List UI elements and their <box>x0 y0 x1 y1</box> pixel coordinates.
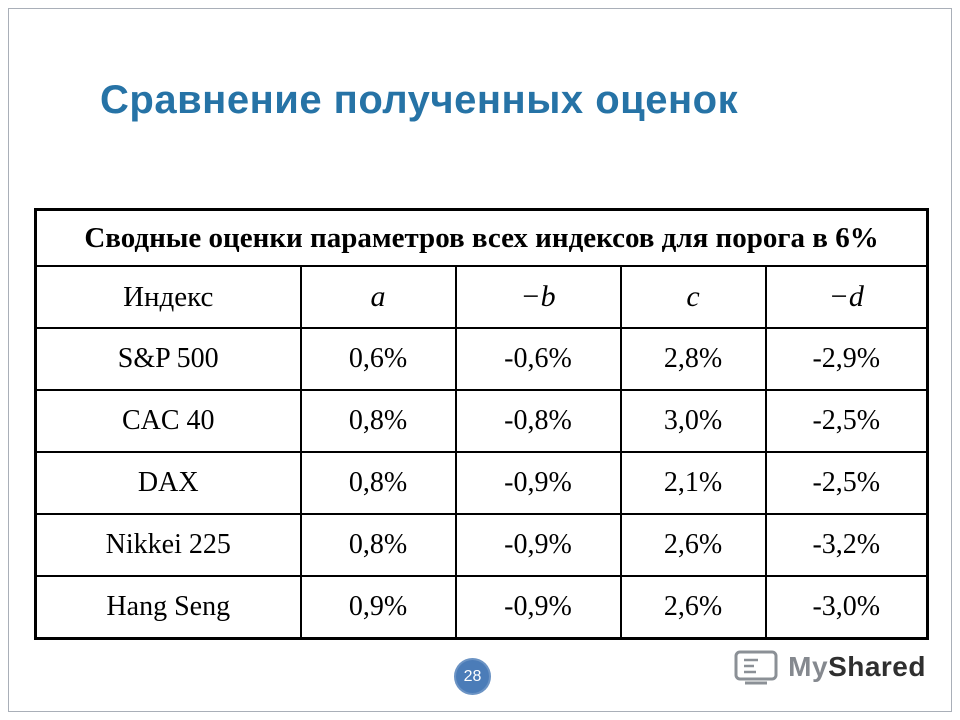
watermark-prefix: My <box>788 651 829 682</box>
watermark-text: MyShared <box>788 651 926 683</box>
index-cell: CAC 40 <box>34 389 302 453</box>
value-cell: -0,9% <box>454 513 622 577</box>
myshared-watermark: MyShared <box>733 648 926 686</box>
value-cell: 0,8% <box>299 451 457 515</box>
page-number-badge: 28 <box>454 658 491 695</box>
watermark-suffix: Shared <box>828 651 926 682</box>
value-cell: -0,8% <box>454 389 622 453</box>
value-cell: 2,6% <box>619 575 767 640</box>
value-cell: 2,6% <box>619 513 767 577</box>
value-cell: -0,9% <box>454 451 622 515</box>
summary-table-container: Сводные оценки параметров всех индексов … <box>34 208 930 640</box>
value-cell: 3,0% <box>619 389 767 453</box>
page-number: 28 <box>463 667 482 685</box>
value-cell: 0,8% <box>299 513 457 577</box>
table-caption-row: Сводные оценки параметров всех индексов … <box>34 208 929 267</box>
index-cell: S&P 500 <box>34 327 302 391</box>
table-row: CAC 40 0,8% -0,8% 3,0% -2,5% <box>34 389 929 453</box>
value-cell: 0,9% <box>299 575 457 640</box>
value-cell: -0,9% <box>454 575 622 640</box>
column-header-index: Индекс <box>34 265 302 329</box>
table-caption: Сводные оценки параметров всех индексов … <box>34 208 929 267</box>
value-cell: -2,9% <box>764 327 929 391</box>
value-cell: -2,5% <box>764 451 929 515</box>
value-cell: 2,8% <box>619 327 767 391</box>
table-header-row: Индекс a −b c −d <box>34 265 929 329</box>
table-row: Nikkei 225 0,8% -0,9% 2,6% -3,2% <box>34 513 929 577</box>
summary-table: Сводные оценки параметров всех индексов … <box>34 208 930 640</box>
table-row: Hang Seng 0,9% -0,9% 2,6% -3,0% <box>34 575 929 640</box>
index-cell: Nikkei 225 <box>34 513 302 577</box>
column-header-a: a <box>299 265 457 329</box>
index-cell: DAX <box>34 451 302 515</box>
tv-screen-icon <box>733 648 779 686</box>
value-cell: -2,5% <box>764 389 929 453</box>
value-cell: 2,1% <box>619 451 767 515</box>
value-cell: -3,0% <box>764 575 929 640</box>
column-header-minus-b: −b <box>454 265 622 329</box>
value-cell: 0,8% <box>299 389 457 453</box>
value-cell: 0,6% <box>299 327 457 391</box>
value-cell: -3,2% <box>764 513 929 577</box>
table-row: DAX 0,8% -0,9% 2,1% -2,5% <box>34 451 929 515</box>
table-row: S&P 500 0,6% -0,6% 2,8% -2,9% <box>34 327 929 391</box>
column-header-minus-d: −d <box>764 265 929 329</box>
column-header-c: c <box>619 265 767 329</box>
index-cell: Hang Seng <box>34 575 302 640</box>
page-title: Сравнение полученных оценок <box>100 78 739 122</box>
value-cell: -0,6% <box>454 327 622 391</box>
